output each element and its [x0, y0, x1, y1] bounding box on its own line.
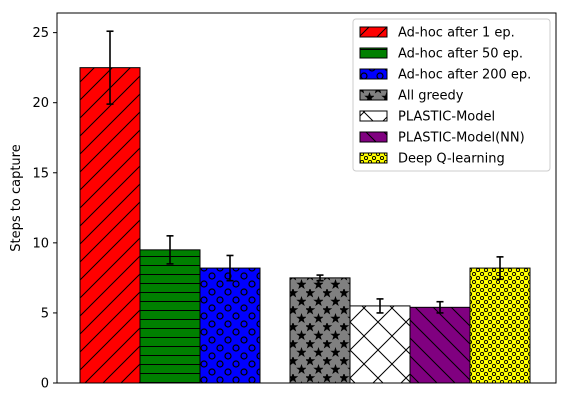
legend-label-deep-q-learning: Deep Q-learning: [398, 152, 505, 167]
legend-label-plastic-model: PLASTIC-Model: [398, 110, 495, 125]
y-tick-label: 5: [41, 306, 49, 321]
y-tick-label: 25: [32, 26, 49, 41]
bar-hatch-ad-hoc-after-50-ep: [139, 249, 201, 384]
legend-label-plastic-model-nn: PLASTIC-Model(NN): [398, 131, 525, 146]
error-bars: [106, 30, 504, 314]
bars: [79, 67, 531, 384]
bar-hatch-deep-q-learning: [469, 267, 531, 384]
y-tick-label: 15: [32, 166, 49, 181]
legend-label-all-greedy: All greedy: [398, 89, 464, 104]
legend-swatch-hatch: [359, 110, 388, 122]
legend: Ad-hoc after 1 ep. Ad-hoc after 50 ep. Ad-…: [352, 18, 551, 172]
legend-label-ad-hoc-after-200-ep: Ad-hoc after 200 ep.: [398, 68, 531, 83]
bar-hatch-ad-hoc-after-200-ep: [199, 267, 261, 384]
legend-swatch-hatch: [359, 68, 388, 80]
legend-swatch-hatch: [359, 131, 388, 143]
bar-hatch-plastic-model: [349, 305, 411, 384]
legend-swatch-hatch: [359, 26, 388, 38]
y-tick-label: 20: [32, 96, 49, 111]
legend-swatch-hatch: [359, 152, 388, 164]
plot-frame: [56, 12, 557, 384]
y-axis-ticks: 0 5 10 15 20 25: [32, 26, 57, 392]
legend-swatch-hatch: [359, 89, 388, 101]
legend-swatch-hatch: [359, 47, 388, 59]
legend-label-ad-hoc-after-50-ep: Ad-hoc after 50 ep.: [398, 47, 523, 62]
bar-hatch-all-greedy: [289, 277, 351, 384]
y-tick-label: 0: [41, 377, 49, 392]
bar-hatch-plastic-model-nn: [409, 306, 471, 384]
legend-frame: [352, 18, 551, 172]
y-tick-label: 10: [32, 236, 49, 251]
legend-label-ad-hoc-after-1-ep: Ad-hoc after 1 ep.: [398, 26, 515, 41]
bar-hatch-ad-hoc-after-1-ep: [79, 67, 141, 384]
y-axis-label: Steps to capture: [9, 144, 24, 251]
